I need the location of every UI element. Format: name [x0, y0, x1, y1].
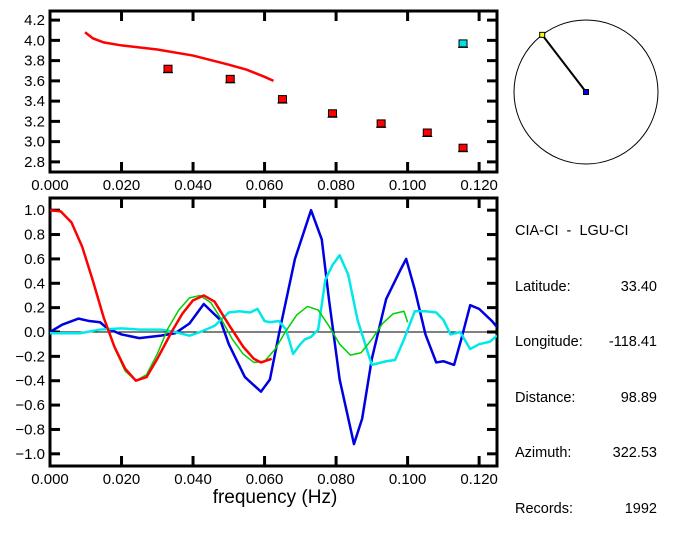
latitude-value: 33.40 — [620, 278, 657, 295]
correlation-plot: 0.000 0.020 0.040 0.060 0.080 0.100 0.120 −1.0 −… — [15, 196, 499, 488]
y-tick-label: −1.0 — [15, 446, 45, 463]
y-tick-label: 3.2 — [24, 113, 45, 130]
info-row-latitude: Latitude: 33.40 — [515, 278, 657, 297]
model-curve — [84, 31, 275, 83]
y-tick-label: −0.8 — [15, 421, 45, 438]
station-info: CIA-CI - LGU-CI Latitude: 33.40 Longitude… — [515, 185, 657, 537]
x-tick-label: 0.080 — [317, 177, 355, 194]
y-tick-label: 3.6 — [24, 73, 45, 90]
azimuth-value: 322.53 — [612, 445, 657, 461]
station-pair-title: CIA-CI - LGU-CI — [515, 223, 629, 239]
x-tick-label: 0.060 — [246, 471, 284, 488]
station-marker — [539, 31, 546, 38]
y-tick-label: −0.6 — [15, 397, 45, 414]
y-tick-label: 0.8 — [24, 227, 45, 244]
records-label: Records: — [515, 500, 574, 517]
data-point — [376, 119, 386, 128]
path-line — [541, 34, 587, 93]
y-tick-label: 2.8 — [24, 154, 45, 171]
dispersion-plot: 0.000 0.020 0.040 0.060 0.080 0.100 0.120 2.8 3.… — [24, 9, 499, 194]
data-point — [458, 39, 468, 48]
x-tick-label: 0.060 — [246, 177, 284, 194]
data-point — [163, 64, 173, 73]
series-cyan — [50, 254, 497, 367]
x-tick-label: 0.100 — [389, 471, 427, 488]
data-point — [277, 95, 287, 104]
data-point — [328, 109, 338, 118]
y-tick-label: 3.4 — [24, 93, 45, 110]
x-tick-label: 0.040 — [174, 177, 212, 194]
info-row-records: Records: 1992 — [515, 500, 657, 519]
series-green — [50, 209, 409, 382]
center-marker — [583, 89, 589, 95]
x-tick-label: 0.080 — [317, 471, 355, 488]
x-tick-label: 0.120 — [460, 177, 498, 194]
latitude-label: Latitude: — [515, 278, 571, 295]
x-tick-label: 0.020 — [103, 177, 141, 194]
y-tick-label: 3.8 — [24, 53, 45, 70]
map-circle — [513, 19, 659, 165]
x-tick-label: 0.100 — [389, 177, 427, 194]
data-point — [458, 143, 468, 152]
x-axis-label: frequency (Hz) — [213, 487, 338, 508]
longitude-value: -118.41 — [608, 334, 657, 350]
distance-label: Distance: — [515, 389, 576, 406]
data-point — [422, 128, 432, 137]
y-tick-label: 0.0 — [24, 324, 45, 341]
y-tick-label: 3.0 — [24, 134, 45, 151]
x-tick-label: 0.000 — [31, 471, 69, 488]
azimuth-map — [513, 19, 659, 165]
y-tick-label: 4.2 — [24, 12, 45, 29]
chart-canvas: 0.000 0.020 0.040 0.060 0.080 0.100 0.120 2.8 3.… — [15, 9, 659, 508]
y-tick-label: 0.2 — [24, 300, 45, 317]
y-tick-label: 4.0 — [24, 32, 45, 49]
data-point — [225, 74, 235, 83]
y-tick-label: 1.0 — [24, 202, 45, 219]
records-value: 1992 — [624, 500, 657, 517]
top-plot-frame — [48, 9, 499, 174]
series-red — [50, 208, 273, 382]
y-tick-label: 0.4 — [24, 275, 45, 292]
azimuth-label: Azimuth: — [515, 445, 572, 461]
x-tick-label: 0.120 — [460, 471, 498, 488]
x-tick-label: 0.000 — [31, 177, 69, 194]
longitude-label: Longitude: — [515, 334, 583, 350]
x-tick-label: 0.020 — [103, 471, 141, 488]
y-tick-label: −0.4 — [15, 373, 45, 390]
series-blue — [50, 208, 497, 446]
info-row-azimuth: Azimuth: 322.53 — [515, 444, 657, 463]
x-tick-label: 0.040 — [174, 471, 212, 488]
info-row-distance: Distance: 98.89 — [515, 389, 657, 408]
info-row-longitude: Longitude: -118.41 — [515, 333, 657, 352]
y-tick-label: 0.6 — [24, 251, 45, 268]
y-tick-label: −0.2 — [15, 348, 45, 365]
distance-value: 98.89 — [620, 389, 657, 406]
